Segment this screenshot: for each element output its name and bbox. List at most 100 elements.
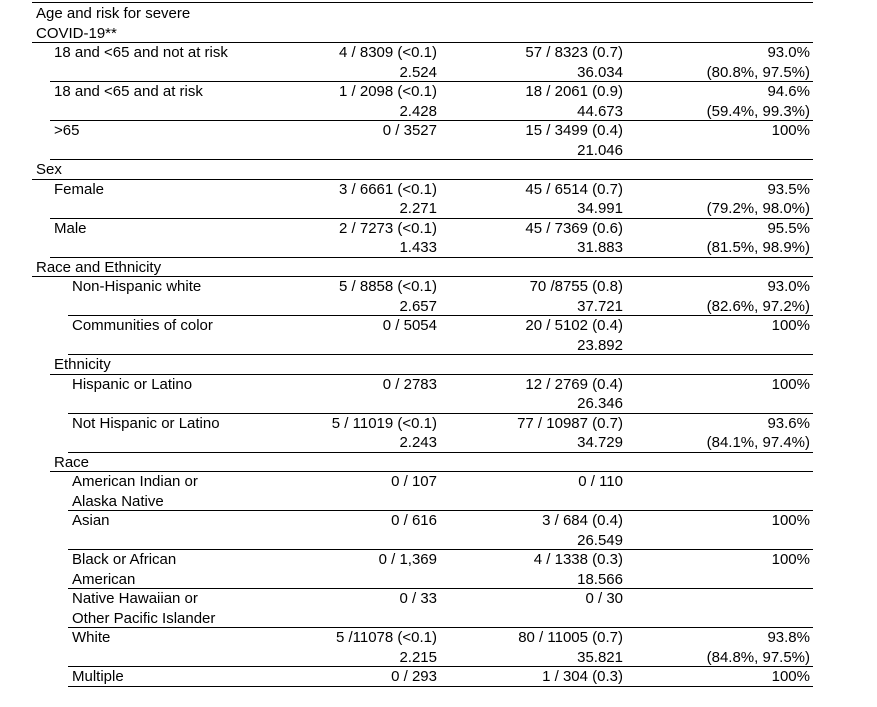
row-label: Female [54, 180, 104, 200]
text-line: Multiple [72, 668, 124, 685]
table-cell: 77 / 10987 (0.7) 34.729 [517, 414, 623, 453]
text-line: 23.892 [577, 336, 623, 354]
text-line: 5 / 11019 (<0.1) [331, 414, 437, 432]
table-cell: 100% [772, 511, 810, 531]
text-line: 20 / 5102 (0.4) [525, 317, 623, 334]
text-line: 45 / 6514 (0.7) [525, 180, 623, 198]
text-line: 45 / 7369 (0.6) [525, 219, 623, 237]
text-line: 35.821 [577, 648, 623, 666]
text-line: (84.1%, 97.4%) [706, 434, 810, 451]
row-label: White [72, 628, 110, 648]
text-line: Not Hispanic or Latino [72, 414, 220, 432]
row-label: Multiple [72, 667, 124, 687]
table-cell: 93.0% (82.6%, 97.2%) [707, 277, 810, 316]
text-line: 100% [771, 317, 810, 334]
table-cell: 3 / 6661 (<0.1) 2.271 [339, 180, 437, 219]
text-line: 100% [771, 551, 810, 568]
text-line: Non-Hispanic white [72, 278, 202, 295]
text-line: 18 and <65 and at risk [54, 83, 203, 100]
table-row: 18 and <65 and at risk 1 / 2098 (<0.1) 2.4… [50, 82, 813, 121]
table-row: 18 and <65 and not at risk 4 / 8309 (<0.1… [50, 43, 813, 82]
text-line: Black or African [72, 551, 177, 568]
row-label: Hispanic or Latino [72, 375, 192, 395]
table-row: Multiple 0 / 293 1 / 304 (0.3) 100% [68, 667, 813, 687]
text-line: 94.6% [767, 83, 810, 100]
text-line: 2.524 [399, 63, 437, 81]
table-cell: 100% [772, 375, 810, 395]
text-line: 0 / 110 [578, 473, 623, 490]
text-line: (82.6%, 97.2%) [706, 297, 810, 315]
text-line: (84.8%, 97.5%) [706, 648, 810, 666]
text-line: White [72, 629, 111, 646]
table-cell: 0 / 5054 [383, 316, 437, 336]
text-line: 4 / 8309 (<0.1) [339, 44, 437, 61]
text-line: 93.0% [767, 44, 810, 61]
text-line: 80 / 11005 (0.7) [518, 629, 623, 646]
text-line: 18 / 2061 (0.9) [525, 83, 623, 100]
text-line: 12 / 2769 (0.4) [525, 375, 623, 393]
text-line: 0 / 293 [391, 668, 437, 685]
row-label: Male [54, 219, 87, 239]
table-row: American Indian or Alaska Native 0 / 107 0 … [68, 472, 813, 511]
text-line: 0 / 616 [391, 512, 437, 529]
row-label: 18 and <65 and at risk [54, 82, 203, 102]
table-cell: 94.6% (59.4%, 99.3%) [707, 82, 810, 121]
text-line: American Indian or [72, 473, 198, 490]
table-row: White 5 /11078 (<0.1) 2.215 80 / 11005 (0.7… [68, 628, 813, 667]
table-cell: 45 / 6514 (0.7) 34.991 [525, 180, 623, 219]
table-cell: 0 / 3527 [383, 121, 437, 141]
text-line: 36.034 [577, 63, 623, 81]
text-line: Sex [36, 161, 62, 178]
table-row: Female 3 / 6661 (<0.1) 2.271 45 / 6514 (0.7… [50, 180, 813, 219]
text-line: Hispanic or Latino [72, 375, 193, 393]
text-line: Age and risk for severe [36, 5, 191, 22]
table-cell: 5 /11078 (<0.1) 2.215 [336, 628, 437, 667]
text-line: 100% [771, 375, 810, 393]
table-cell: 0 / 30 [585, 589, 623, 609]
table-cell: 100% [772, 667, 810, 687]
table-cell: 12 / 2769 (0.4) 26.346 [525, 375, 623, 414]
text-line: 0 / 30 [585, 590, 623, 607]
table-cell: 2 / 7273 (<0.1) 1.433 [339, 219, 437, 258]
row-label: 18 and <65 and not at risk [54, 43, 228, 63]
table-row: Male 2 / 7273 (<0.1) 1.433 45 / 7369 (0.6) 3… [50, 219, 813, 258]
text-line: 0 / 2783 [382, 375, 437, 393]
table-cell: 0 / 2783 [383, 375, 437, 395]
row-label: Non-Hispanic white [72, 277, 201, 297]
text-line: 93.6% [767, 414, 810, 432]
row-label: Asian [72, 511, 110, 531]
table-cell: 93.0% (80.8%, 97.5%) [707, 43, 810, 82]
text-line: 37.721 [577, 297, 623, 315]
table-cell: 3 / 684 (0.4) 26.549 [542, 511, 623, 550]
table-cell: 57 / 8323 (0.7) 36.034 [525, 43, 623, 82]
row-label: American Indian or Alaska Native [72, 472, 198, 511]
row-label: Native Hawaiian or Other Pacific Islander [72, 589, 215, 628]
table-cell: 93.8% (84.8%, 97.5%) [707, 628, 810, 667]
table-row: >65 0 / 3527 15 / 3499 (0.4) 21.046 100% [50, 121, 813, 160]
table-cell: 1 / 2098 (<0.1) 2.428 [339, 82, 437, 121]
table-cell: 18 / 2061 (0.9) 44.673 [525, 82, 623, 121]
text-line: 0 / 5054 [382, 317, 437, 334]
text-line: 21.046 [577, 141, 623, 159]
text-line: 0 / 107 [391, 473, 437, 490]
text-line: 15 / 3499 (0.4) [525, 122, 623, 139]
text-line: 0 / 1,369 [378, 551, 437, 568]
row-label: Sex [36, 160, 62, 180]
text-line: COVID-19** [36, 24, 117, 42]
text-line: 2 / 7273 (<0.1) [339, 219, 437, 237]
text-line: Asian [72, 512, 110, 529]
row-label: Age and risk for severe COVID-19** [36, 4, 190, 43]
text-line: 93.5% [767, 180, 810, 198]
text-line: 1 / 2098 (<0.1) [339, 83, 437, 100]
table-cell: 5 / 8858 (<0.1) 2.657 [339, 277, 437, 316]
text-line: 5 /11078 (<0.1) [335, 629, 437, 646]
rule [32, 2, 813, 3]
text-line: Native Hawaiian or [72, 590, 198, 607]
text-line: Other Pacific Islander [72, 609, 216, 627]
table-cell: 1 / 304 (0.3) [542, 667, 623, 687]
table-row: Not Hispanic or Latino 5 / 11019 (<0.1) 2.… [68, 414, 813, 453]
table-cell: 45 / 7369 (0.6) 31.883 [525, 219, 623, 258]
text-line: Communities of color [72, 317, 213, 334]
row-label: Black or African American [72, 550, 176, 589]
